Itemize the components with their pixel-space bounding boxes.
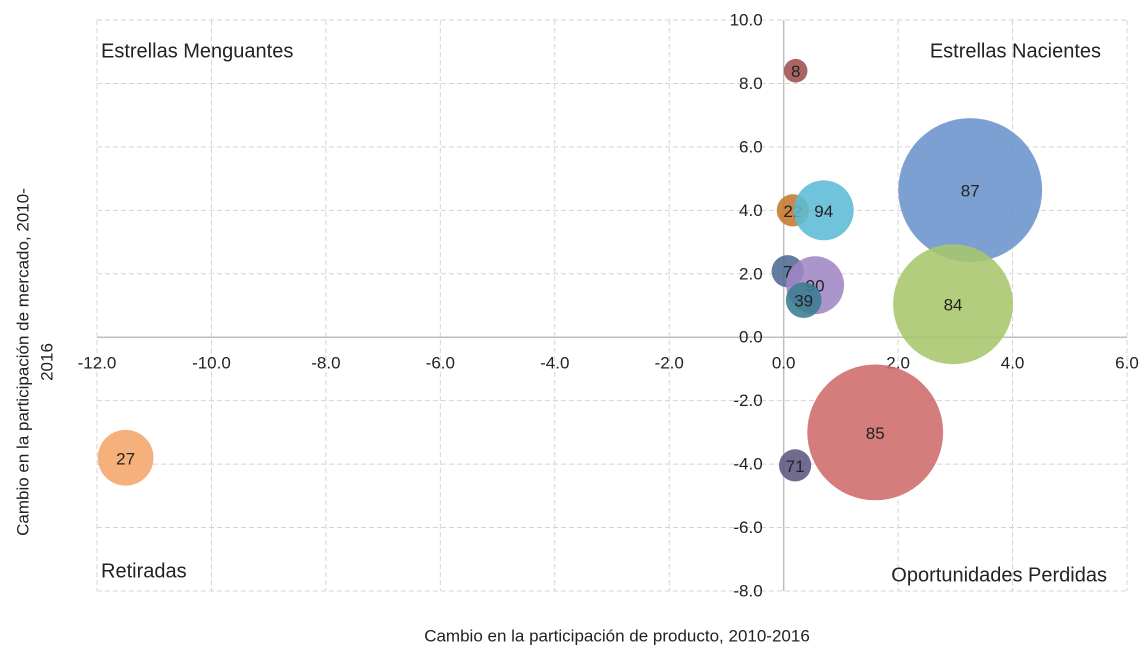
bubble <box>97 429 154 486</box>
y-axis-title: Cambio en la participación de mercado, 2… <box>13 188 32 536</box>
bubble-label: 27 <box>116 449 135 468</box>
quadrant-label: Retiradas <box>101 560 187 582</box>
y-tick-label: -6.0 <box>733 518 762 537</box>
y-tick-label: 0.0 <box>739 328 763 347</box>
quadrant-label: Estrellas Nacientes <box>930 40 1101 62</box>
y-tick-label: 4.0 <box>739 201 763 220</box>
bubble-label: 85 <box>866 424 885 443</box>
x-axis-title: Cambio en la participación de producto, … <box>424 626 810 645</box>
bubble-label: 71 <box>786 457 805 476</box>
bubble <box>898 118 1043 262</box>
bubble <box>807 364 944 501</box>
y-tick-label: -4.0 <box>733 455 762 474</box>
bubble-label: 7 <box>783 263 792 282</box>
x-tick-label: -10.0 <box>192 354 231 373</box>
x-tick-label: -12.0 <box>78 354 117 373</box>
x-tick-label: 4.0 <box>1001 354 1025 373</box>
x-tick-label: -2.0 <box>655 354 684 373</box>
x-tick-label: -8.0 <box>311 354 340 373</box>
bubble-label: 87 <box>961 182 980 201</box>
y-tick-label: 2.0 <box>739 264 763 283</box>
x-tick-label: 6.0 <box>1115 354 1139 373</box>
y-tick-label: -2.0 <box>733 391 762 410</box>
x-tick-label: -4.0 <box>540 354 569 373</box>
bubble <box>893 244 1014 365</box>
bubble <box>793 180 854 241</box>
bubble <box>778 449 812 482</box>
x-tick-label: -6.0 <box>426 354 455 373</box>
y-tick-label: 8.0 <box>739 74 763 93</box>
quadrant-label: Estrellas Menguantes <box>101 40 293 62</box>
bubble <box>783 58 808 83</box>
bubble-label: 8 <box>791 62 800 81</box>
bubble <box>785 282 822 318</box>
y-tick-label: 6.0 <box>739 137 763 156</box>
y-tick-label: -8.0 <box>733 581 762 600</box>
y-tick-label: 10.0 <box>730 10 763 29</box>
bubble-label: 84 <box>944 296 963 315</box>
y-axis-title: 2016 <box>37 343 56 381</box>
x-tick-label: 0.0 <box>772 354 796 373</box>
bubble-label: 39 <box>794 292 813 311</box>
quadrant-label: Oportunidades Perdidas <box>891 564 1107 586</box>
bubble-label: 94 <box>814 202 833 221</box>
